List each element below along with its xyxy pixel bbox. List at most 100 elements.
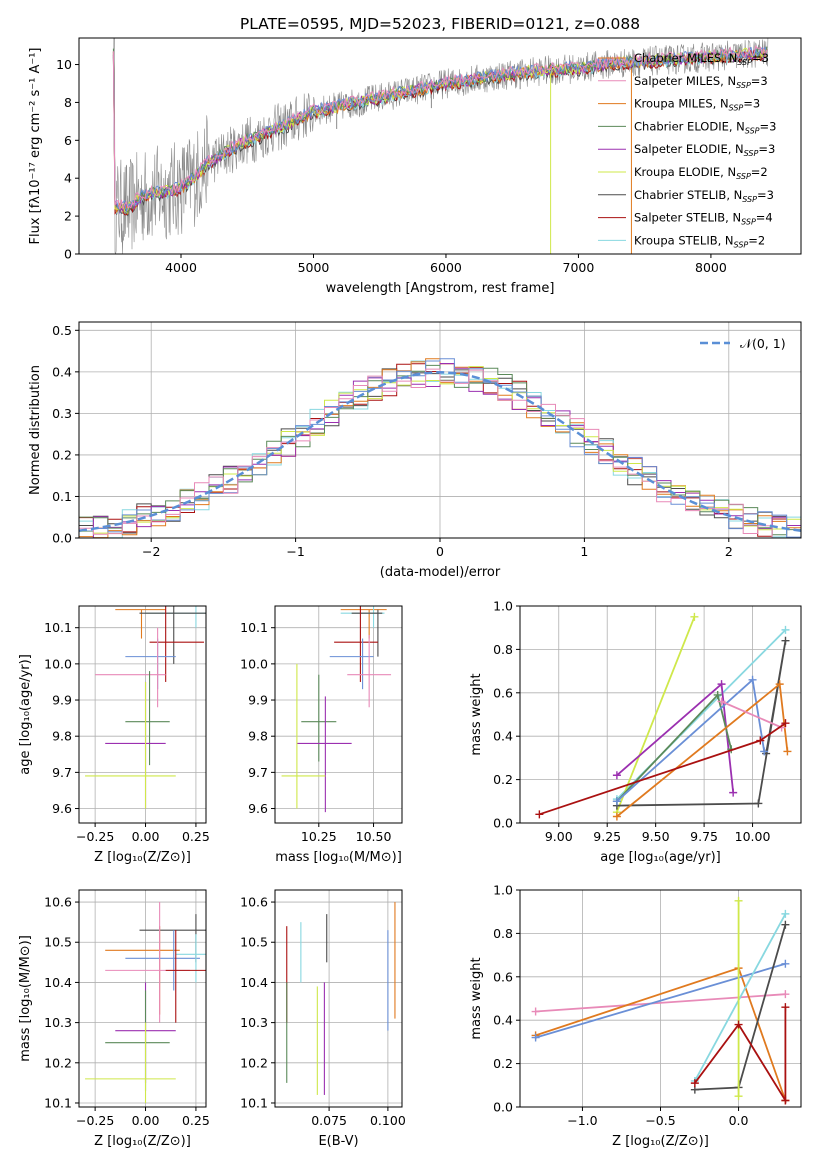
x-tick-label: 4000 bbox=[165, 260, 197, 275]
data-point-marker bbox=[734, 1020, 743, 1029]
legend-sub: SSP bbox=[745, 126, 760, 135]
data-point-marker bbox=[690, 1079, 699, 1088]
data-point-marker bbox=[781, 625, 790, 634]
x-tick-label: 10.25 bbox=[301, 829, 337, 844]
data-point-marker bbox=[781, 909, 790, 918]
y-tick-label: 9.9 bbox=[52, 693, 72, 708]
x-tick-label: 0.075 bbox=[311, 1113, 347, 1128]
y-axis-label: mass [log₁₀(M/M⊙)] bbox=[18, 935, 33, 1062]
y-tick-label: 9.8 bbox=[52, 729, 72, 744]
x-tick-label: 8000 bbox=[695, 260, 727, 275]
y-tick-label: 10.2 bbox=[44, 1055, 72, 1070]
plot-area bbox=[85, 606, 206, 809]
legend-label: Salpeter MILES, N bbox=[634, 74, 736, 88]
data-point-marker bbox=[760, 747, 769, 756]
panel-age-vs-mass: 10.25 10.50 9.6 9.7 9.8 9.9 10.0 10.1 mass [log₁… bbox=[240, 605, 403, 865]
legend-entry: Salpeter MILES, NSSP=3 bbox=[634, 74, 768, 90]
x-axis-label: Z [log₁₀(Z/Z⊙)] bbox=[94, 1134, 191, 1149]
data-point-marker bbox=[756, 736, 765, 745]
y-tick-label: 10.5 bbox=[44, 935, 72, 950]
legend-sub: SSP bbox=[734, 240, 749, 249]
plot-area bbox=[535, 612, 792, 821]
y-tick-label: 0.0 bbox=[52, 531, 72, 546]
x-tick-label: −0.25 bbox=[76, 1113, 114, 1128]
legend-label: Kroupa MILES, N bbox=[634, 97, 729, 111]
panel-mass-vs-ebv: 0.075 0.100 10.1 10.2 10.3 10.4 10.5 10.6 E(B-V) bbox=[240, 889, 406, 1149]
plot-area bbox=[281, 606, 392, 813]
y-tick-label: 0.6 bbox=[493, 685, 513, 700]
legend-entry: 𝒩(0, 1) bbox=[740, 336, 786, 351]
legend-sub: SSP bbox=[737, 58, 752, 67]
y-tick-label: 2 bbox=[64, 209, 72, 224]
y-tick-label: 0.8 bbox=[493, 926, 513, 941]
y-tick-label: 10.0 bbox=[240, 656, 268, 671]
y-axis-label: Flux [fλ10⁻¹⁷ erg cm⁻² s⁻¹ A⁻¹] bbox=[28, 48, 43, 245]
legend-tail: =4 bbox=[756, 211, 773, 225]
y-tick-label: 0.0 bbox=[493, 1100, 513, 1115]
data-point-marker bbox=[729, 788, 738, 797]
data-point-marker bbox=[531, 1007, 540, 1016]
panel-mass-vs-Z: −0.25 0.00 0.25 10.1 10.2 10.3 10.4 10.5 10.6 Z [… bbox=[18, 889, 210, 1149]
x-tick-label: −0.25 bbox=[76, 829, 114, 844]
y-tick-label: 1.0 bbox=[493, 883, 513, 898]
x-tick-label: 0.25 bbox=[182, 829, 210, 844]
x-tick-label: −1 bbox=[286, 544, 304, 559]
y-tick-label: 0.6 bbox=[493, 969, 513, 984]
legend-sub: SSP bbox=[736, 172, 751, 181]
y-tick-label: 10.1 bbox=[44, 620, 72, 635]
x-tick-label: 0.25 bbox=[182, 1113, 210, 1128]
legend-label: Kroupa ELODIE, N bbox=[634, 165, 736, 179]
x-tick-label: 7000 bbox=[563, 260, 595, 275]
legend-entry: Kroupa MILES, NSSP=3 bbox=[634, 97, 760, 113]
gaussian-curve bbox=[79, 371, 801, 532]
y-tick-label: 10 bbox=[56, 57, 72, 72]
legend-entry: Kroupa STELIB, NSSP=2 bbox=[634, 233, 765, 249]
y-tick-label: 0.1 bbox=[52, 489, 72, 504]
panel-residuals: 𝒩(0, 1) −2 −1 0 1 2 0.0 0.1 0.2 0.3 0.4 0.5 (data-mo… bbox=[28, 321, 802, 580]
x-tick-label: 1 bbox=[580, 544, 588, 559]
legend-sub: SSP bbox=[729, 104, 744, 113]
legend-tail: =2 bbox=[748, 233, 765, 247]
data-point-marker bbox=[531, 1033, 540, 1042]
panel-age-vs-Z: −0.25 0.00 0.25 9.6 9.7 9.8 9.9 10.0 10.1 Z [log₁… bbox=[18, 605, 210, 865]
x-tick-label: 10.00 bbox=[735, 829, 771, 844]
legend-tail: =3 bbox=[752, 51, 769, 65]
legend-tail: =3 bbox=[760, 119, 777, 133]
y-tick-label: 10.3 bbox=[44, 1015, 72, 1030]
y-tick-label: 0.3 bbox=[52, 406, 72, 421]
y-axis-label: Normed distribution bbox=[28, 365, 43, 495]
data-point-marker bbox=[612, 812, 621, 821]
axes-frame bbox=[274, 605, 403, 824]
y-tick-label: 0.0 bbox=[493, 816, 513, 831]
y-tick-label: 10.0 bbox=[44, 656, 72, 671]
y-tick-label: 0.2 bbox=[493, 772, 513, 787]
x-axis-label: age [log₁₀(age/yr)] bbox=[600, 850, 721, 865]
y-tick-label: 0.4 bbox=[52, 364, 72, 379]
legend-tail: =3 bbox=[757, 188, 774, 202]
x-axis-label: (data-model)/error bbox=[380, 565, 501, 580]
plot-area bbox=[531, 896, 790, 1105]
y-tick-label: 0.8 bbox=[493, 642, 513, 657]
legend-tail: =2 bbox=[751, 165, 768, 179]
x-axis-label: Z [log₁₀(Z/Z⊙)] bbox=[94, 850, 191, 865]
axes-frame bbox=[78, 889, 207, 1108]
histogram-step-line bbox=[79, 368, 801, 538]
x-axis-label: mass [log₁₀(M/M⊙)] bbox=[275, 850, 402, 865]
x-tick-label: 9.00 bbox=[545, 829, 573, 844]
y-tick-label: 10.4 bbox=[44, 975, 72, 990]
data-point-marker bbox=[781, 1096, 790, 1105]
data-point-marker bbox=[734, 1092, 743, 1101]
y-tick-label: 0.2 bbox=[52, 447, 72, 462]
data-point-marker bbox=[717, 680, 726, 689]
x-tick-label: 0 bbox=[436, 544, 444, 559]
x-axis-label: Z [log₁₀(Z/Z⊙)] bbox=[612, 1134, 709, 1149]
x-tick-label: −0.5 bbox=[645, 1113, 675, 1128]
legend-entry: Kroupa ELODIE, NSSP=2 bbox=[634, 165, 768, 181]
legend-sub: SSP bbox=[744, 149, 759, 158]
legend-label: Chabrier STELIB, N bbox=[634, 188, 742, 202]
data-point-marker bbox=[754, 799, 763, 808]
data-point-marker bbox=[781, 636, 790, 645]
y-tick-label: 10.1 bbox=[240, 620, 268, 635]
model-line bbox=[112, 45, 768, 210]
